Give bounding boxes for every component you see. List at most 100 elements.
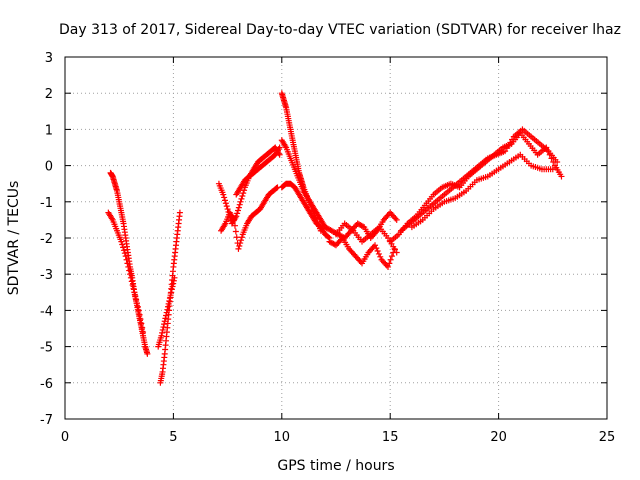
data-point [372, 242, 379, 249]
data-points [105, 90, 565, 386]
y-tick-label: -3 [40, 268, 53, 283]
data-point [158, 332, 165, 339]
data-point [241, 187, 248, 194]
data-point [169, 283, 176, 290]
data-point [393, 216, 400, 223]
data-point [161, 321, 168, 328]
data-point [236, 242, 243, 249]
y-tick-label: -2 [40, 232, 53, 247]
data-point [140, 329, 147, 336]
y-tick-label: 3 [45, 51, 53, 66]
data-point [374, 248, 381, 255]
data-point [233, 234, 240, 241]
data-point [554, 158, 561, 165]
data-point [144, 350, 151, 357]
data-point [375, 250, 382, 257]
data-point [164, 303, 171, 310]
grid [65, 57, 607, 419]
data-point [176, 209, 183, 216]
y-tick-label: -7 [40, 413, 53, 428]
data-point [331, 241, 338, 248]
x-tick-label: 0 [61, 430, 69, 445]
data-point [124, 260, 131, 267]
data-point [159, 329, 166, 336]
data-point [388, 253, 395, 260]
data-point [231, 222, 238, 229]
data-point [129, 282, 136, 289]
data-point [126, 267, 133, 274]
data-point [133, 300, 140, 307]
data-point [239, 193, 246, 200]
data-point [128, 278, 135, 285]
y-tick-label: 2 [45, 87, 53, 102]
data-point [558, 173, 565, 180]
data-point [232, 228, 239, 235]
y-tick-label: -4 [40, 304, 53, 319]
data-point [549, 166, 556, 173]
data-point [167, 292, 174, 299]
data-point [133, 296, 140, 303]
data-point [387, 256, 394, 263]
data-point [236, 201, 243, 208]
data-point [132, 292, 139, 299]
data-point [237, 240, 244, 247]
data-point [220, 191, 227, 198]
data-point [221, 197, 228, 204]
data-point [165, 300, 172, 307]
data-point [385, 263, 392, 270]
data-point [163, 312, 170, 319]
data-point [373, 245, 380, 252]
data-point [135, 307, 142, 314]
data-point [171, 274, 178, 281]
data-point [276, 144, 283, 151]
data-point [163, 309, 170, 316]
data-point [123, 256, 130, 263]
data-point [238, 234, 245, 241]
data-point [238, 237, 245, 244]
data-point [130, 285, 137, 292]
data-point [393, 249, 400, 256]
data-point [136, 311, 143, 318]
data-point [161, 318, 168, 325]
x-axis-title: GPS time / hours [277, 458, 394, 474]
data-point [134, 303, 141, 310]
data-point [160, 324, 167, 331]
y-tick-label: -1 [40, 196, 53, 211]
data-point [233, 213, 240, 220]
data-point [222, 200, 229, 207]
y-tick-label: -6 [40, 377, 53, 392]
data-point [235, 207, 242, 214]
data-point [224, 206, 231, 213]
data-point [234, 210, 241, 217]
data-point [235, 245, 242, 252]
data-point [386, 260, 393, 267]
data-point [240, 190, 247, 197]
data-point [238, 195, 245, 202]
data-point [170, 280, 177, 287]
x-tick-label: 25 [599, 430, 616, 445]
data-point [237, 198, 244, 205]
data-point [119, 241, 126, 248]
data-point [221, 194, 228, 201]
data-point [231, 216, 238, 223]
data-point [273, 185, 280, 192]
data-point [166, 295, 173, 302]
data-point [138, 320, 145, 327]
data-point [235, 204, 242, 211]
x-tick-label: 20 [490, 430, 507, 445]
data-point [164, 306, 171, 313]
x-tick-label: 10 [274, 430, 291, 445]
data-point [122, 253, 129, 260]
y-tick-label: 0 [45, 160, 53, 175]
data-point [170, 277, 177, 284]
data-point [127, 274, 134, 281]
data-point [223, 203, 230, 210]
data-point [377, 253, 384, 260]
data-point [325, 234, 332, 241]
data-point [118, 238, 125, 245]
y-tick-label: 1 [45, 123, 53, 138]
data-point [120, 244, 127, 251]
y-tick-label: -5 [40, 341, 53, 356]
